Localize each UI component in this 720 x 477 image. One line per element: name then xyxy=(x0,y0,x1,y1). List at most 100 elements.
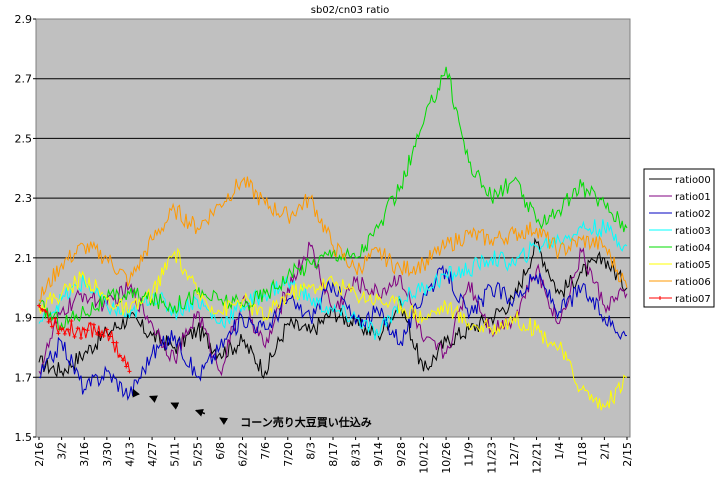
y-tick-label: 2.3 xyxy=(15,192,33,205)
legend-item-ratio05: ratio05 xyxy=(649,260,711,271)
series-marker-ratio07 xyxy=(124,364,129,369)
x-tick-label: 10/26 xyxy=(440,442,453,474)
legend-label: ratio02 xyxy=(675,209,711,220)
legend-label: ratio05 xyxy=(675,260,711,271)
x-tick-label: 6/8 xyxy=(214,442,227,460)
series-marker-ratio07 xyxy=(101,334,106,339)
x-tick-label: 6/22 xyxy=(237,442,250,467)
series-ratio03 xyxy=(38,219,628,340)
series-marker-ratio07 xyxy=(56,331,61,336)
series-marker-ratio07 xyxy=(53,316,58,321)
legend-item-ratio00: ratio00 xyxy=(649,175,711,186)
annotation: コーン売り大豆買い仕込み xyxy=(132,388,372,429)
series-line-ratio06 xyxy=(38,176,628,304)
x-tick-label: 1/4 xyxy=(553,442,566,460)
x-tick-label: 3/30 xyxy=(101,442,114,467)
series-marker-ratio07 xyxy=(117,353,122,358)
y-tick-label: 2.7 xyxy=(15,73,33,86)
series-marker-ratio07 xyxy=(49,324,54,329)
x-tick-label: 9/28 xyxy=(395,442,408,467)
legend-item-ratio06: ratio06 xyxy=(649,277,711,288)
x-tick-label: 2/15 xyxy=(621,442,634,467)
x-tick-label: 4/27 xyxy=(146,442,159,467)
series-marker-ratio07 xyxy=(85,328,90,333)
x-tick-label: 10/12 xyxy=(417,442,430,474)
x-tick-label: 1/18 xyxy=(576,442,589,467)
x-tick-label: 9/14 xyxy=(372,442,385,467)
legend-item-ratio02: ratio02 xyxy=(649,209,711,220)
legend-label: ratio04 xyxy=(675,243,711,254)
annotation-arrow xyxy=(195,409,206,417)
x-tick-label: 7/20 xyxy=(282,442,295,467)
legend-label: ratio03 xyxy=(675,226,711,237)
series-marker-ratio07 xyxy=(114,340,119,345)
x-tick-label: 11/9 xyxy=(463,442,476,467)
annotation-text: コーン売り大豆買い仕込み xyxy=(240,415,371,429)
series-line-ratio03 xyxy=(38,219,628,340)
series-marker-ratio07 xyxy=(104,327,109,332)
series-marker-ratio07 xyxy=(40,307,45,312)
x-tick-label: 2/16 xyxy=(33,442,46,467)
y-axis-ticks: 1.5 1.7 1.9 2.1 2.3 2.5 2.7 2.9 xyxy=(15,13,36,444)
legend-item-ratio03: ratio03 xyxy=(649,226,711,237)
x-tick-label: 3/2 xyxy=(56,442,69,460)
series-marker-ratio07 xyxy=(62,331,67,336)
y-tick-label: 2.1 xyxy=(15,252,33,265)
y-tick-label: 2.9 xyxy=(15,13,33,26)
legend-label: ratio00 xyxy=(675,175,711,186)
x-tick-label: 7/6 xyxy=(259,442,272,460)
series-ratio06 xyxy=(38,176,628,304)
x-tick-label: 11/23 xyxy=(485,442,498,474)
chart-title: sb02/cn03 ratio xyxy=(311,5,389,16)
legend-box xyxy=(643,168,715,308)
x-tick-label: 3/16 xyxy=(78,442,91,467)
x-tick-label: 4/13 xyxy=(123,442,136,467)
y-tick-label: 1.5 xyxy=(15,431,33,444)
series-marker-ratio07 xyxy=(75,326,80,331)
legend-label: ratio01 xyxy=(675,192,711,203)
legend-item-ratio07: ratio07 xyxy=(649,294,711,305)
y-tick-label: 1.7 xyxy=(15,371,33,384)
gridlines xyxy=(36,78,630,378)
series-marker-ratio07 xyxy=(127,369,132,374)
series-marker-ratio07 xyxy=(59,327,64,332)
x-tick-label: 12/21 xyxy=(531,442,544,474)
legend-marker xyxy=(658,296,662,300)
x-tick-label: 8/3 xyxy=(304,442,317,460)
series-ratio07 xyxy=(37,303,132,374)
series-ratio05 xyxy=(38,247,628,411)
series-marker-ratio07 xyxy=(79,336,83,341)
series-marker-ratio07 xyxy=(37,303,41,308)
series-marker-ratio07 xyxy=(95,332,100,337)
y-tick-label: 1.9 xyxy=(15,312,33,325)
x-tick-label: 8/17 xyxy=(327,442,340,467)
x-tick-label: 5/25 xyxy=(191,442,204,467)
legend-item-ratio01: ratio01 xyxy=(649,192,711,203)
series-line-ratio05 xyxy=(38,247,628,411)
legend-label: ratio07 xyxy=(675,294,711,305)
x-tick-label: 2/1 xyxy=(598,442,611,460)
series-marker-ratio07 xyxy=(82,327,87,332)
series-marker-ratio07 xyxy=(72,334,77,339)
series-marker-ratio07 xyxy=(88,321,93,326)
legend: ratio00 ratio01 ratio02 ratio03 ratio04 ratio… xyxy=(643,168,715,308)
series-marker-ratio07 xyxy=(46,319,51,324)
series-lines xyxy=(37,66,628,411)
series-marker-ratio07 xyxy=(69,318,74,323)
series-marker-ratio07 xyxy=(108,334,113,339)
legend-item-ratio04: ratio04 xyxy=(649,243,711,254)
y-tick-label: 2.5 xyxy=(15,132,33,145)
x-axis-ticks: 2/16 3/2 3/16 3/30 4/13 4/27 5/11 5/25 6/8 6/22 7/… xyxy=(33,437,634,474)
series-line-ratio04 xyxy=(38,66,628,331)
annotation-arrow xyxy=(149,395,158,403)
series-marker-ratio07 xyxy=(43,309,48,314)
series-marker-ratio07 xyxy=(121,358,125,363)
legend-label: ratio06 xyxy=(675,277,711,288)
x-tick-label: 12/7 xyxy=(508,442,521,467)
series-marker-ratio07 xyxy=(91,322,96,327)
annotation-arrow xyxy=(132,388,140,398)
series-marker-ratio07 xyxy=(66,327,71,332)
annotation-arrow xyxy=(219,417,229,425)
annotation-arrow xyxy=(170,402,180,410)
